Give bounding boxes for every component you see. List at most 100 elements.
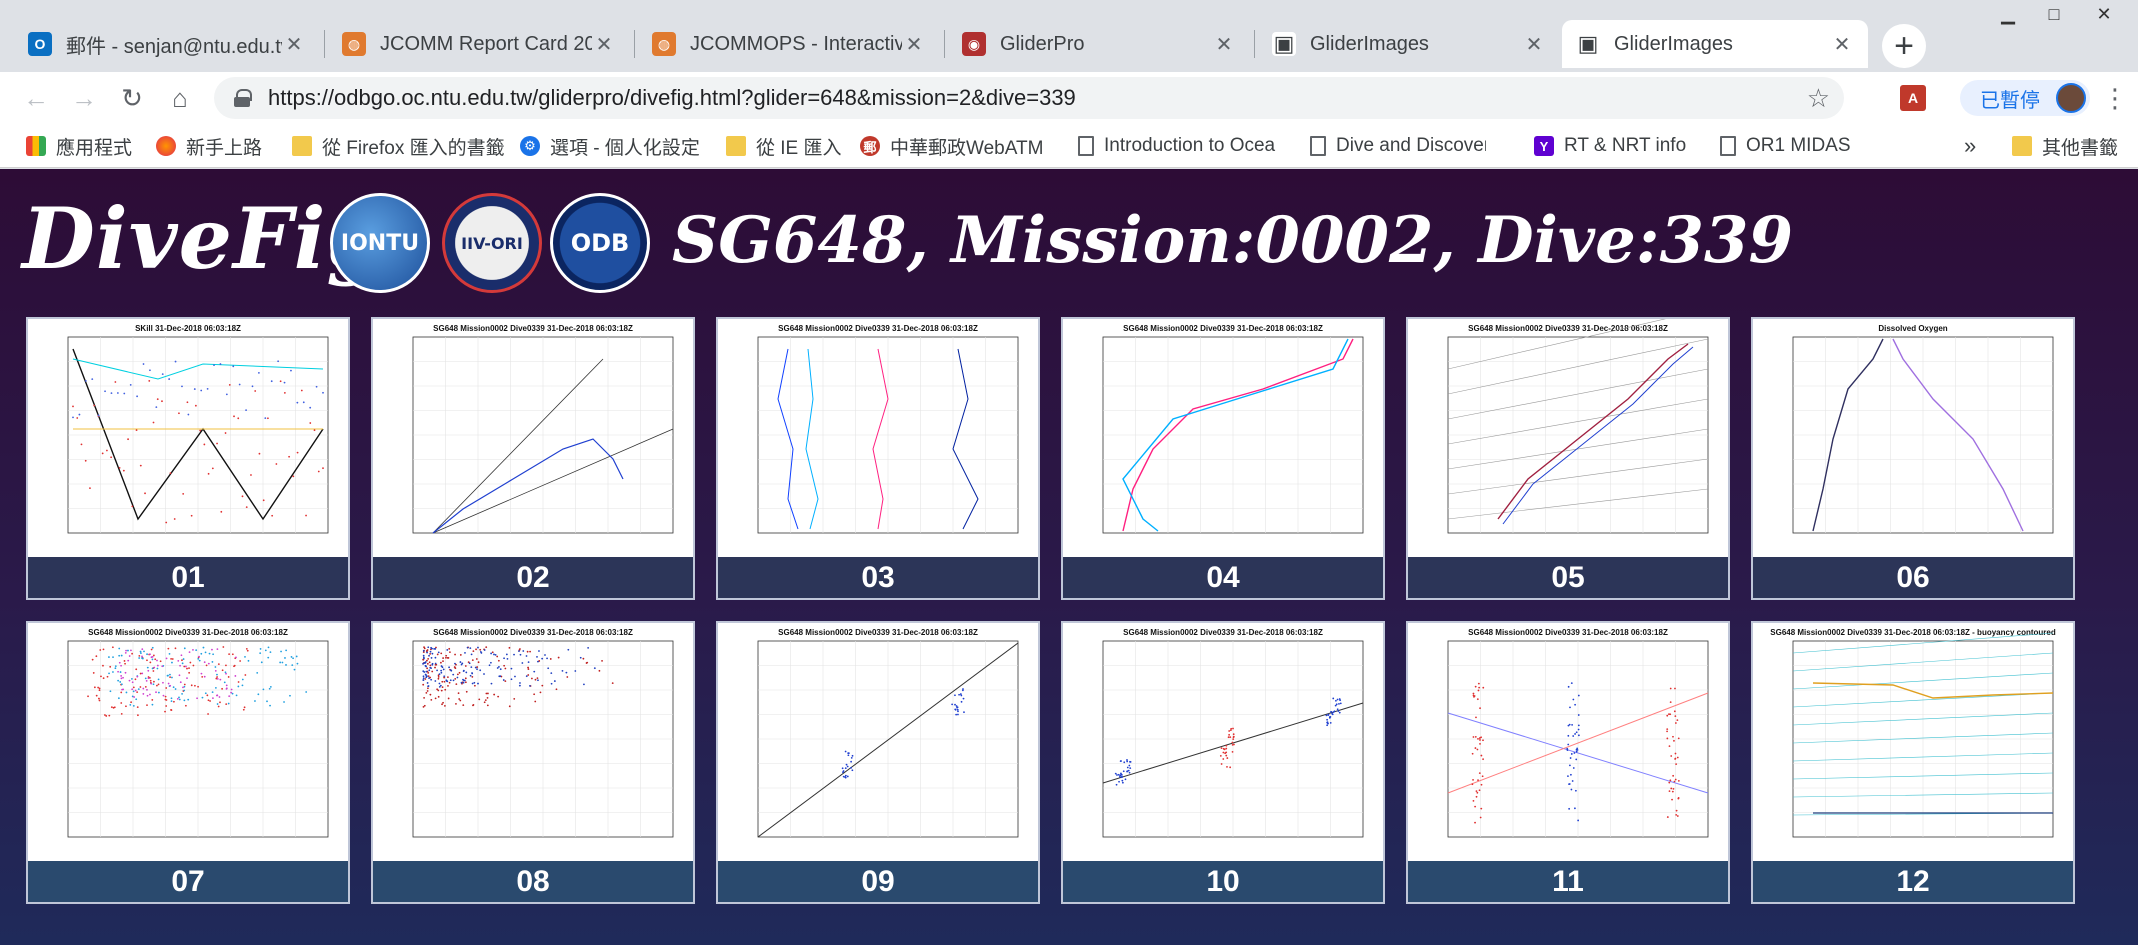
close-icon[interactable]: ✕ — [1833, 33, 1851, 56]
profile-paused-button[interactable]: 已暫停 — [1960, 80, 2090, 116]
menu-icon[interactable]: ⋮ — [2102, 82, 2128, 113]
turn-points — [1571, 780, 1574, 782]
fluor-ascent — [424, 664, 427, 667]
figure-number[interactable]: 04 — [1063, 557, 1383, 598]
figure-card-05[interactable]: SG648 Mission0002 Dive0339 31-Dec-2018 0… — [1406, 317, 1730, 600]
figure-thumbnail[interactable]: SG648 Mission0002 Dive0339 31-Dec-2018 0… — [718, 319, 1038, 557]
figure-thumbnail[interactable]: SG648 Mission0002 Dive0339 31-Dec-2018 0… — [373, 623, 693, 861]
figure-thumbnail[interactable]: Dissolved Oxygen — [1753, 319, 2073, 557]
image-icon: ▣ — [1576, 31, 1600, 56]
figure-card-06[interactable]: Dissolved Oxygen 06 — [1751, 317, 2075, 600]
close-icon[interactable]: ✕ — [1215, 33, 1233, 56]
close-icon[interactable]: ✕ — [905, 33, 923, 56]
figure-thumbnail[interactable]: SG648 Mission0002 Dive0339 31-Dec-2018 0… — [1408, 319, 1728, 557]
bookmark-webatm[interactable]: 郵 中華郵政WebATM — [860, 124, 1043, 168]
tab-gliderpro[interactable]: ◉ GliderPro ✕ — [948, 20, 1250, 68]
forward-icon[interactable]: → — [71, 82, 97, 113]
blue-scatter — [170, 697, 173, 700]
vbd-points — [224, 432, 227, 434]
close-icon[interactable]: ✕ — [285, 33, 303, 56]
home-icon[interactable]: ⌂ — [172, 82, 188, 113]
close-window-button[interactable]: ✕ — [2096, 3, 2112, 24]
figure-thumbnail[interactable]: SG648 Mission0002 Dive0339 31-Dec-2018 0… — [718, 623, 1038, 861]
reload-icon[interactable]: ↻ — [121, 82, 143, 113]
figure-card-12[interactable]: SG648 Mission0002 Dive0339 31-Dec-2018 0… — [1751, 621, 2075, 904]
fluor-descent — [427, 687, 429, 690]
bookmark-intro-ocean[interactable]: Introduction to Ocean — [1078, 124, 1276, 168]
figure-number[interactable]: 11 — [1408, 861, 1728, 902]
figure-number[interactable]: 05 — [1408, 557, 1728, 598]
roll-points — [1326, 724, 1329, 727]
bookmark-other[interactable]: 其他書籤 — [2012, 124, 2118, 168]
bookmarks-overflow-icon[interactable]: » — [1964, 133, 1977, 158]
roll-points — [225, 393, 228, 396]
tab-jcommops[interactable]: ◍ JCOMMOPS - Interactive ✕ — [638, 20, 940, 68]
url-text[interactable]: https://odbgo.oc.ntu.edu.tw/gliderpro/di… — [268, 85, 1076, 110]
roll-points — [174, 360, 177, 363]
figure-card-07[interactable]: SG648 Mission0002 Dive0339 31-Dec-2018 0… — [26, 621, 350, 904]
figure-thumbnail[interactable]: SG648 Mission0002 Dive0339 31-Dec-2018 0… — [1063, 319, 1383, 557]
turn-points — [1673, 780, 1676, 783]
figure-card-08[interactable]: SG648 Mission0002 Dive0339 31-Dec-2018 0… — [371, 621, 695, 904]
figure-thumbnail[interactable]: SG648 Mission0002 Dive0339 31-Dec-2018 0… — [373, 319, 693, 557]
ori-logo[interactable]: IIV-ORI — [442, 193, 542, 293]
bookmark-dive-discover[interactable]: Dive and Discover : E — [1310, 124, 1486, 168]
figure-thumbnail[interactable]: SKill 31-Dec-2018 06:03:18Z — [28, 319, 348, 557]
tab-gliderimages-1[interactable]: ▣ GliderImages ✕ — [1258, 20, 1560, 68]
iontu-logo[interactable]: IONTU — [330, 193, 430, 293]
figure-thumbnail[interactable]: SG648 Mission0002 Dive0339 31-Dec-2018 0… — [1408, 623, 1728, 861]
figure-number[interactable]: 06 — [1753, 557, 2073, 598]
figure-thumbnail[interactable]: SG648 Mission0002 Dive0339 31-Dec-2018 0… — [1753, 623, 2073, 861]
close-icon[interactable]: ✕ — [595, 33, 613, 56]
figure-number[interactable]: 01 — [28, 557, 348, 598]
turn-points — [1574, 733, 1576, 735]
figure-card-09[interactable]: SG648 Mission0002 Dive0339 31-Dec-2018 0… — [716, 621, 1040, 904]
pitch-points — [844, 767, 847, 770]
roll-points — [72, 416, 74, 419]
figure-card-11[interactable]: SG648 Mission0002 Dive0339 31-Dec-2018 0… — [1406, 621, 1730, 904]
bookmark-apps[interactable]: 應用程式 — [26, 124, 132, 168]
bookmark-settings[interactable]: ⚙ 選項 - 個人化設定 — [520, 124, 700, 168]
new-tab-button[interactable]: + — [1882, 24, 1926, 68]
figure-thumbnail[interactable]: SG648 Mission0002 Dive0339 31-Dec-2018 0… — [1063, 623, 1383, 861]
figure-number[interactable]: 08 — [373, 861, 693, 902]
odb-logo[interactable]: ODB — [550, 193, 650, 293]
figure-number[interactable]: 10 — [1063, 861, 1383, 902]
blue-scatter — [139, 652, 142, 655]
tab-outlook[interactable]: O 郵件 - senjan@ntu.edu.tw ✕ — [14, 20, 320, 68]
close-icon[interactable]: ✕ — [1525, 33, 1543, 56]
turn-points — [1576, 749, 1579, 751]
mixed-scatter — [185, 665, 187, 668]
figure-card-02[interactable]: SG648 Mission0002 Dive0339 31-Dec-2018 0… — [371, 317, 695, 600]
figure-number[interactable]: 09 — [718, 861, 1038, 902]
vbd-points — [254, 390, 257, 392]
figure-card-01[interactable]: SKill 31-Dec-2018 06:03:18Z 01 — [26, 317, 350, 600]
figure-card-10[interactable]: SG648 Mission0002 Dive0339 31-Dec-2018 0… — [1061, 621, 1385, 904]
minimize-button[interactable]: ▁ — [2001, 3, 2015, 24]
figure-number[interactable]: 07 — [28, 861, 348, 902]
figure-card-03[interactable]: SG648 Mission0002 Dive0339 31-Dec-2018 0… — [716, 317, 1040, 600]
back-icon[interactable]: ← — [23, 82, 49, 113]
figure-card-04[interactable]: SG648 Mission0002 Dive0339 31-Dec-2018 0… — [1061, 317, 1385, 600]
pdf-extension-icon[interactable]: A — [1900, 85, 1926, 111]
bookmark-firefox-imports[interactable]: 從 Firefox 匯入的書籤 — [292, 124, 518, 168]
tab-gliderimages-2[interactable]: ▣ GliderImages ✕ — [1562, 20, 1868, 68]
figure-number[interactable]: 03 — [718, 557, 1038, 598]
bookmark-or1-midas[interactable]: OR1 MIDAS — [1720, 124, 1851, 168]
figure-number[interactable]: 02 — [373, 557, 693, 598]
star-icon[interactable]: ☆ — [1806, 83, 1830, 113]
bookmark-rt-nrt[interactable]: Y RT & NRT info — [1534, 124, 1686, 168]
tab-jcomm-report[interactable]: ◍ JCOMM Report Card 2019 ✕ — [328, 20, 630, 68]
maximize-button[interactable]: □ — [2048, 3, 2060, 24]
blue-scatter — [114, 667, 117, 670]
red-scatter — [239, 660, 242, 662]
fluor-descent — [444, 688, 447, 691]
red-scatter — [184, 704, 187, 707]
figure-thumbnail[interactable]: SG648 Mission0002 Dive0339 31-Dec-2018 0… — [28, 623, 348, 861]
figure-number[interactable]: 12 — [1753, 861, 2073, 902]
address-bar[interactable]: https://odbgo.oc.ntu.edu.tw/gliderpro/di… — [214, 77, 1844, 119]
reference-line — [432, 358, 604, 534]
bookmark-ie-imports[interactable]: 從 IE 匯入 — [726, 124, 842, 168]
bookmark-firefox[interactable]: 新手上路 — [156, 124, 262, 168]
plot-background — [1753, 319, 2073, 557]
